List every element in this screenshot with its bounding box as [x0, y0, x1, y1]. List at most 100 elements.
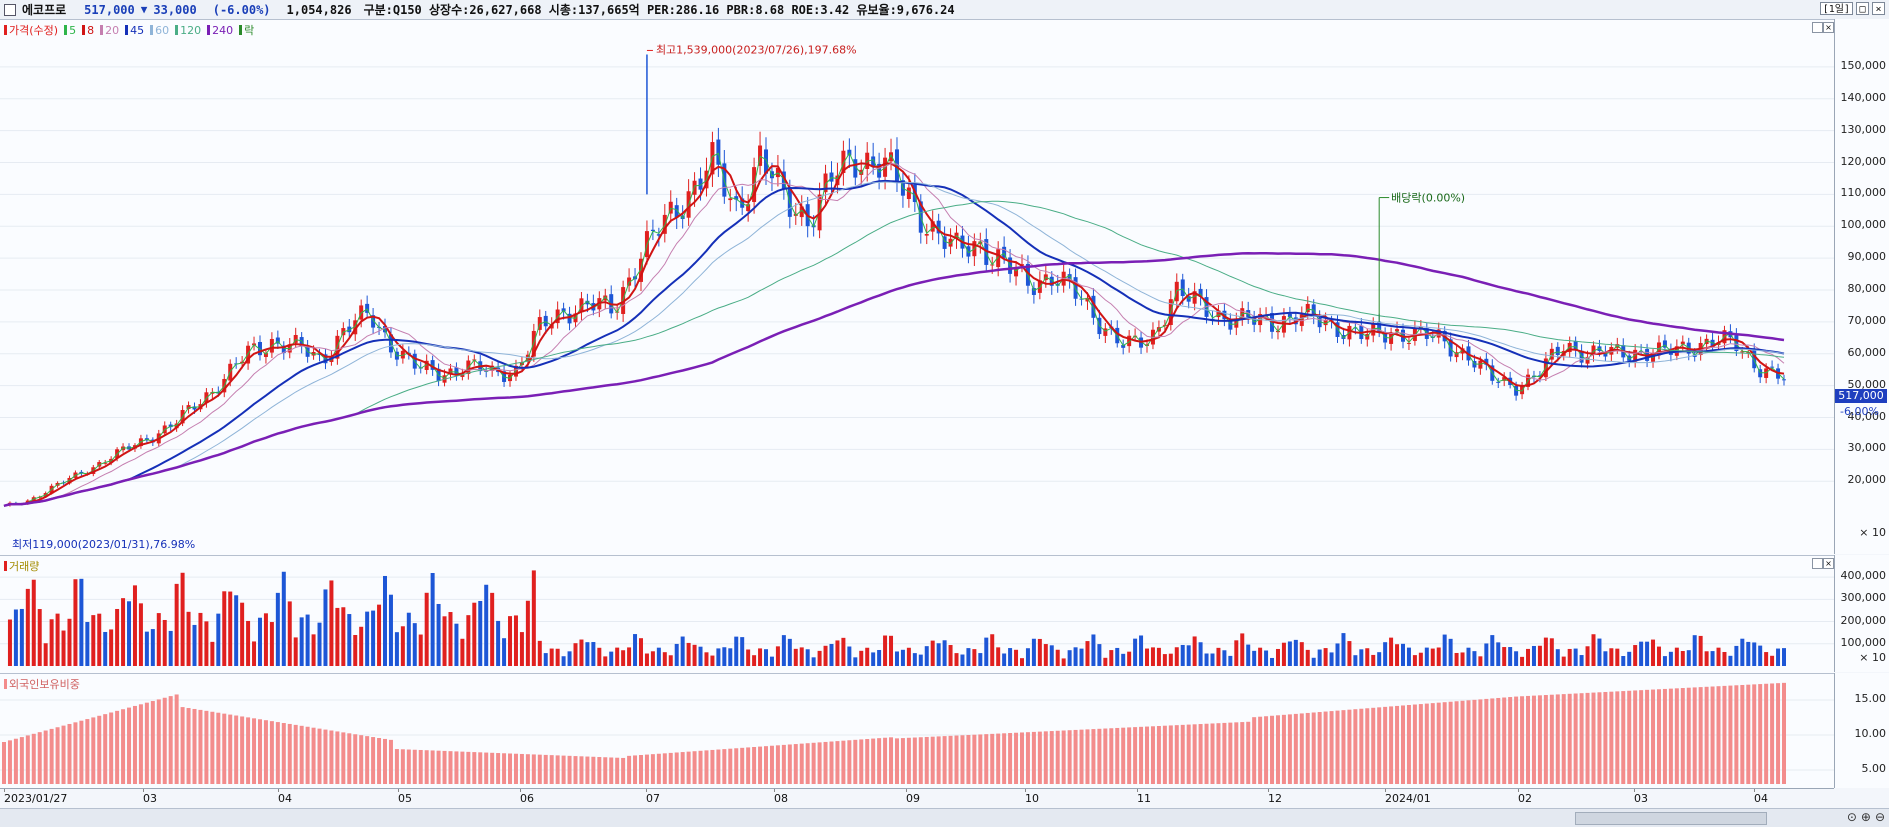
volume-chart[interactable] [0, 556, 1834, 673]
foreign-ratio-bar [1341, 710, 1346, 784]
volume-bar [829, 643, 834, 666]
volume-bar [1210, 653, 1215, 666]
zoom-reset-icon[interactable]: ⊙ [1846, 810, 1857, 824]
volume-bar [1228, 655, 1233, 666]
legend-price[interactable]: 가격(수정) [4, 22, 58, 38]
foreign-ratio-bar [847, 740, 852, 784]
volume-bar [1311, 657, 1316, 666]
date-tick-label: 03 [1634, 792, 1648, 805]
volume-bar [853, 657, 858, 666]
legend-ma240[interactable]: 240 [207, 22, 233, 38]
volume-minimize-button[interactable] [1812, 558, 1823, 569]
volume-bar [1258, 647, 1263, 666]
volume-bar [1103, 657, 1108, 666]
foreign-ratio-bar [1662, 688, 1667, 784]
foreign-ratio-bar [793, 744, 798, 784]
zoom-out-icon[interactable]: ⊖ [1874, 810, 1885, 824]
volume-close-button[interactable]: × [1823, 558, 1834, 569]
panel-minimize-button[interactable] [1812, 22, 1823, 33]
legend-ma8[interactable]: 8 [82, 22, 94, 38]
foreign-ratio-bar [656, 753, 661, 784]
foreign-ratio-bar [1395, 705, 1400, 784]
candle-body [1514, 385, 1519, 396]
foreign-ratio-bar [1305, 712, 1310, 784]
volume-bar [454, 623, 459, 666]
price-chart[interactable]: 최고1,539,000(2023/07/26),197.68% 최저119,000… [0, 20, 1834, 555]
foreign-ratio-bar [1543, 695, 1548, 784]
foreign-ratio-bar [1627, 690, 1632, 784]
close-button[interactable]: × [1872, 2, 1885, 15]
stock-info-bar: 에코프로 517,000 ▼ 33,000 (-6.00%) 1,054,826… [0, 0, 1889, 20]
chart-scrollbar[interactable] [1575, 812, 1767, 825]
volume-bar [966, 648, 971, 666]
restore-button[interactable]: □ [1856, 2, 1869, 15]
foreign-tick-label: 10.00 [1854, 727, 1887, 740]
volume-bar [823, 645, 828, 666]
legend-ex[interactable]: 락 [239, 22, 254, 38]
select-checkbox[interactable] [4, 3, 16, 16]
candle-body [371, 315, 376, 328]
foreign-ratio-panel[interactable]: 외국인보유비중 [0, 673, 1834, 789]
foreign-ratio-bar [138, 704, 143, 784]
foreign-ratio-bar [1115, 727, 1120, 784]
candle-body [966, 246, 971, 257]
volume-bar [656, 647, 661, 666]
candle-body [317, 353, 322, 355]
volume-bar [186, 611, 191, 666]
candle-body [698, 178, 703, 190]
volume-bar [912, 653, 917, 666]
volume-bar [627, 647, 632, 666]
volume-bar [1752, 642, 1757, 666]
legend-ma60[interactable]: 60 [150, 22, 169, 38]
foreign-ratio-bar [1019, 732, 1024, 784]
foreign-ratio-bar [430, 750, 435, 784]
price-tick-label: 40,000 [1847, 409, 1887, 423]
volume-bar [263, 613, 268, 666]
foreign-ratio-bar [1460, 700, 1465, 784]
volume-bar [525, 600, 530, 666]
foreign-ratio-bar [1484, 698, 1489, 784]
volume-bar [972, 649, 977, 666]
stock-name[interactable]: 에코프로 [22, 3, 67, 17]
candle-body [263, 353, 268, 357]
price-change: 33,000 [153, 2, 197, 17]
panel-close-button[interactable]: × [1823, 22, 1834, 33]
volume-bar [609, 651, 614, 666]
foreign-ratio-bar [180, 707, 185, 784]
volume-bar [924, 646, 929, 666]
foreign-ratio-bar [1591, 692, 1596, 784]
foreign-ratio-bar [1412, 704, 1417, 784]
volume-bar [889, 635, 894, 666]
candle-body [1740, 351, 1745, 353]
legend-ma120[interactable]: 120 [175, 22, 201, 38]
foreign-ratio-bar [198, 709, 203, 784]
candle-body [383, 326, 388, 333]
volume-bar [478, 600, 483, 666]
foreign-ratio-bar [627, 755, 632, 784]
legend-ma45[interactable]: 45 [125, 22, 144, 38]
volume-bar [1365, 648, 1370, 666]
volume-bar [13, 609, 18, 666]
foreign-ratio-bar [1668, 688, 1673, 784]
legend-ma5[interactable]: 5 [64, 22, 76, 38]
foreign-ratio-bar [132, 705, 137, 784]
volume-bar [192, 624, 197, 666]
price-multiplier: × 10 [1859, 526, 1886, 539]
volume-bar [799, 647, 804, 666]
period-button[interactable]: [1일] [1819, 2, 1853, 15]
legend-ma20[interactable]: 20 [100, 22, 119, 38]
volume-bar [1686, 650, 1691, 666]
volume-bar [811, 657, 816, 666]
zoom-in-icon[interactable]: ⊕ [1860, 810, 1871, 824]
volume-bar [1329, 652, 1334, 666]
price-panel[interactable]: 최고1,539,000(2023/07/26),197.68% 최저119,000… [0, 19, 1834, 555]
foreign-ratio-bar [841, 740, 846, 784]
foreign-ratio-bar [1728, 685, 1733, 784]
foreign-ratio-chart[interactable] [0, 674, 1834, 789]
candle-body [650, 229, 655, 232]
volume-bar [1478, 656, 1483, 666]
volume-multiplier: × 10 [1859, 651, 1886, 664]
legend-ma120-label: 120 [180, 23, 202, 37]
volume-bar [91, 615, 96, 666]
volume-panel[interactable]: 거래량 × [0, 555, 1834, 673]
